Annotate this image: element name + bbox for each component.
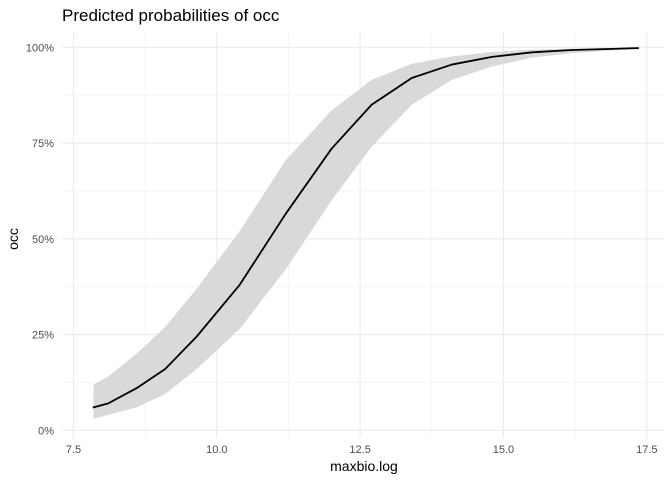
prediction-line-layer: [92, 47, 640, 409]
tick-labels: 0% 25% 50% 75% 100% 7.5 10.0 12.5 15.0 17.5: [26, 42, 658, 456]
confidence-ribbon-layer: [93, 47, 639, 419]
chart-title: Predicted probabilities of occ: [62, 6, 280, 25]
y-axis-title: occ: [5, 228, 21, 250]
x-axis-title: maxbio.log: [330, 458, 398, 474]
confidence-ribbon: [93, 47, 639, 419]
x-tick-label: 10.0: [206, 444, 227, 456]
y-tick-label: 100%: [26, 42, 54, 54]
y-tick-label: 50%: [32, 234, 54, 246]
prediction-line: [92, 47, 640, 409]
x-tick-label: 15.0: [493, 444, 514, 456]
x-tick-label: 17.5: [636, 444, 657, 456]
y-tick-label: 25%: [32, 330, 54, 342]
y-tick-label: 0%: [38, 425, 54, 437]
y-tick-label: 75%: [32, 138, 54, 150]
x-tick-label: 12.5: [349, 444, 370, 456]
x-tick-label: 7.5: [66, 444, 81, 456]
